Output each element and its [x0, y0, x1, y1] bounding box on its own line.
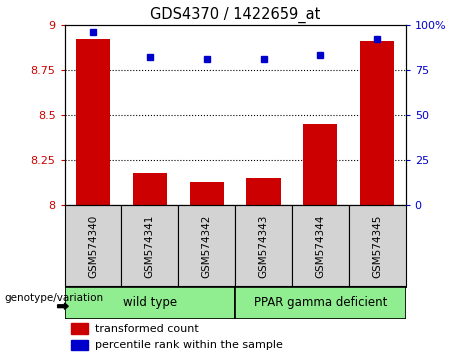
- Text: GSM574344: GSM574344: [315, 215, 325, 279]
- Text: GSM574343: GSM574343: [259, 215, 269, 279]
- Bar: [247, 178, 281, 205]
- Bar: [65, 205, 121, 287]
- Bar: [235, 205, 292, 287]
- Text: wild type: wild type: [123, 296, 177, 309]
- Bar: [360, 41, 394, 205]
- Bar: [71, 340, 89, 350]
- Bar: [76, 39, 110, 205]
- Text: percentile rank within the sample: percentile rank within the sample: [95, 340, 283, 350]
- Bar: [133, 173, 167, 205]
- Text: transformed count: transformed count: [95, 324, 199, 333]
- Bar: [121, 205, 178, 287]
- Text: genotype/variation: genotype/variation: [5, 293, 104, 303]
- Text: GSM574341: GSM574341: [145, 215, 155, 279]
- Text: GSM574342: GSM574342: [201, 215, 212, 279]
- Bar: [303, 124, 337, 205]
- Text: GSM574345: GSM574345: [372, 215, 382, 279]
- Bar: [349, 205, 406, 287]
- Bar: [235, 287, 406, 319]
- Bar: [65, 287, 235, 319]
- Text: PPAR gamma deficient: PPAR gamma deficient: [254, 296, 387, 309]
- Bar: [292, 205, 349, 287]
- Bar: [71, 323, 89, 334]
- Bar: [189, 182, 224, 205]
- Title: GDS4370 / 1422659_at: GDS4370 / 1422659_at: [150, 7, 320, 23]
- Text: GSM574340: GSM574340: [88, 215, 98, 278]
- Bar: [178, 205, 235, 287]
